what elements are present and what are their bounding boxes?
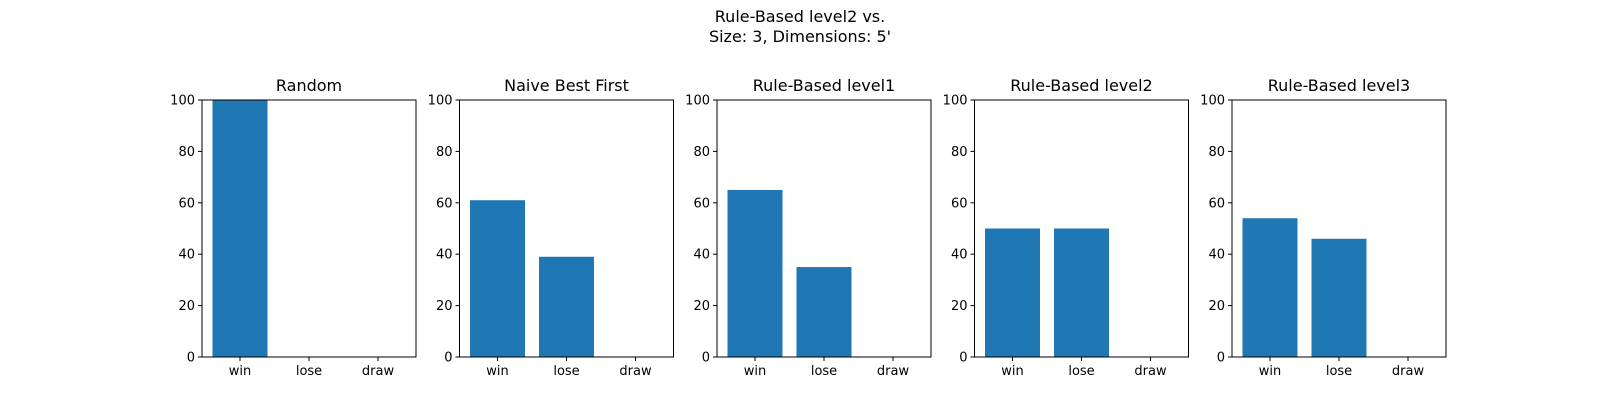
- subplot-title: Rule-Based level2: [1010, 76, 1152, 95]
- x-tick-label: lose: [1068, 364, 1094, 379]
- plot-frame: [201, 99, 417, 358]
- y-tick-label: 40: [178, 248, 195, 263]
- y-tick-label: 80: [951, 145, 968, 160]
- subplot-title: Random: [276, 76, 342, 95]
- y-tick-label: 100: [1200, 94, 1225, 109]
- x-tick-label: draw: [1134, 364, 1167, 379]
- y-tick-label: 100: [428, 94, 453, 109]
- y-tick-label: 100: [170, 94, 195, 109]
- x-tick-label: lose: [1326, 364, 1352, 379]
- subplot-0: Random win lose draw 0 20 40 60 80 100: [170, 76, 417, 379]
- subplot-1: Naive Best First win lose draw 0 20 40 60 80 100: [428, 76, 674, 379]
- y-tick-label: 100: [685, 94, 710, 109]
- y-tick-label: 80: [1208, 145, 1225, 160]
- y-tick-label: 20: [951, 299, 968, 314]
- y-tick-label: 60: [1208, 196, 1225, 211]
- bar-win: [212, 100, 268, 357]
- y-tick-label: 20: [178, 299, 195, 314]
- x-tick-label: win: [486, 364, 508, 379]
- plot-frame: [716, 99, 932, 358]
- y-tick-label: 80: [436, 145, 453, 160]
- subplot-2: Rule-Based level1 win lose draw 0 20 40 60 80 100: [685, 76, 932, 379]
- x-tick-label: win: [229, 364, 251, 379]
- y-tick-label: 80: [693, 145, 710, 160]
- y-tick-label: 40: [693, 248, 710, 263]
- plot-frame: [1231, 99, 1447, 358]
- bar-win: [470, 200, 525, 357]
- x-tick-label: win: [744, 364, 766, 379]
- bar-win: [727, 189, 783, 357]
- subplot-title: Rule-Based level1: [753, 76, 895, 95]
- x-tick-label: win: [1259, 364, 1281, 379]
- y-tick-label: 0: [702, 351, 710, 366]
- y-tick-label: 0: [1217, 351, 1225, 366]
- y-tick-label: 0: [187, 351, 195, 366]
- figure-title-line-1: Rule-Based level2 vs.: [715, 7, 885, 26]
- x-tick-label: lose: [296, 364, 322, 379]
- y-tick-label: 60: [693, 196, 710, 211]
- subplot-title: Rule-Based level3: [1268, 76, 1410, 95]
- subplot-4: Rule-Based level3 win lose draw 0 20 40 60 80 100: [1200, 76, 1447, 379]
- bar-lose: [1054, 228, 1109, 357]
- y-tick-label: 100: [943, 94, 968, 109]
- y-tick-label: 60: [951, 196, 968, 211]
- y-tick-label: 40: [1208, 248, 1225, 263]
- bar-lose: [539, 256, 594, 357]
- subplot-title: Naive Best First: [504, 76, 629, 95]
- y-tick-label: 40: [951, 248, 968, 263]
- x-tick-label: lose: [811, 364, 837, 379]
- y-tick-label: 60: [178, 196, 195, 211]
- y-tick-label: 40: [436, 248, 453, 263]
- y-tick-label: 20: [1208, 299, 1225, 314]
- subplot-3: Rule-Based level2 win lose draw 0 20 40 60 80 100: [943, 76, 1189, 379]
- plot-frame: [974, 99, 1189, 358]
- bar-lose: [1311, 238, 1367, 357]
- y-tick-label: 80: [178, 145, 195, 160]
- x-tick-label: win: [1001, 364, 1023, 379]
- y-tick-label: 20: [436, 299, 453, 314]
- bar-win: [1242, 218, 1298, 357]
- y-tick-label: 0: [444, 351, 452, 366]
- y-tick-label: 20: [693, 299, 710, 314]
- x-tick-label: lose: [553, 364, 579, 379]
- bar-win: [985, 228, 1040, 357]
- plot-frame: [459, 99, 674, 358]
- y-tick-label: 0: [959, 351, 967, 366]
- x-tick-label: draw: [619, 364, 652, 379]
- y-tick-label: 60: [436, 196, 453, 211]
- bar-lose: [796, 267, 852, 357]
- x-tick-label: draw: [1392, 364, 1425, 379]
- figure-title-line-2: Size: 3, Dimensions: 5': [709, 27, 891, 46]
- x-tick-label: draw: [877, 364, 910, 379]
- x-tick-label: draw: [362, 364, 395, 379]
